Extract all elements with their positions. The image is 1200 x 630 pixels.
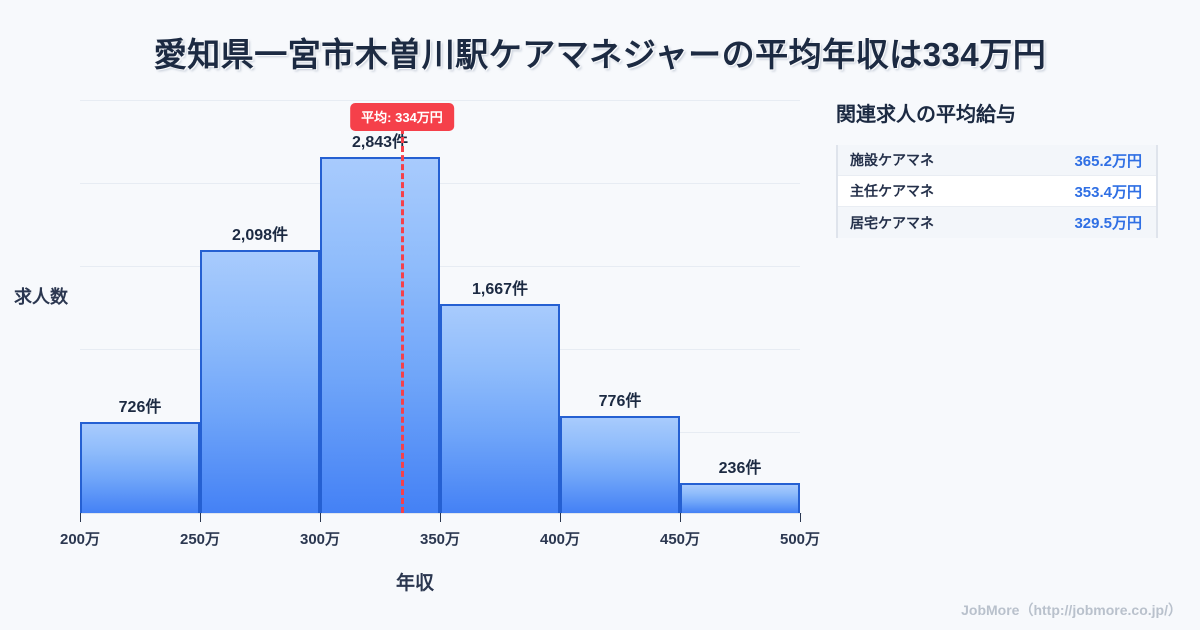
bar-value-label: 726件 — [118, 399, 162, 416]
x-axis-tick — [800, 513, 801, 522]
x-axis-tick — [560, 513, 561, 522]
row-value: 365.2万円 — [1074, 152, 1142, 170]
row-label: 居宅ケアマネ — [850, 214, 934, 231]
related-salary-panel: 関連求人の平均給与 施設ケアマネ 365.2万円 主任ケアマネ 353.4万円 … — [836, 98, 1176, 238]
row-label: 施設ケアマネ — [850, 152, 934, 168]
bar-bin-1[interactable] — [80, 422, 200, 513]
row-label: 主任ケアマネ — [850, 183, 934, 199]
x-tick-label: 300万 — [299, 531, 341, 548]
x-tick-label: 200万 — [59, 531, 101, 548]
bar-value-label: 776件 — [598, 393, 642, 410]
table-row[interactable]: 施設ケアマネ 365.2万円 — [838, 145, 1156, 176]
x-axis-tick — [200, 513, 201, 522]
bar-bin-3[interactable] — [320, 157, 440, 513]
x-axis-tick — [80, 513, 81, 522]
x-tick-label: 250万 — [179, 531, 221, 548]
bar-value-label: 236件 — [718, 460, 762, 477]
bar-bin-4[interactable] — [440, 304, 560, 513]
related-salary-title: 関連求人の平均給与 — [836, 104, 1016, 126]
x-axis-baseline — [80, 513, 802, 514]
bar-bin-5[interactable] — [560, 416, 680, 513]
x-axis-tick — [320, 513, 321, 522]
x-axis-tick — [440, 513, 441, 522]
average-badge: 平均: 334万円 — [350, 103, 454, 131]
bar-bin-2[interactable] — [200, 250, 320, 513]
row-value: 353.4万円 — [1074, 183, 1142, 201]
related-salary-table: 施設ケアマネ 365.2万円 主任ケアマネ 353.4万円 居宅ケアマネ 329… — [836, 145, 1158, 238]
x-axis-tick — [680, 513, 681, 522]
x-tick-label: 450万 — [659, 531, 701, 548]
x-tick-label: 350万 — [419, 531, 461, 548]
table-row[interactable]: 主任ケアマネ 353.4万円 — [838, 176, 1156, 207]
table-row[interactable]: 居宅ケアマネ 329.5万円 — [838, 207, 1156, 238]
footer-watermark: JobMore（http://jobmore.co.jp/） — [961, 602, 1182, 618]
x-tick-label: 500万 — [779, 531, 821, 548]
gridline — [80, 183, 800, 184]
bar-bin-6[interactable] — [680, 483, 800, 513]
histogram-chart: 求人数 726件 2,098件 2,843件 1,667件 776件 236件 … — [0, 90, 830, 594]
average-line — [401, 128, 404, 513]
row-value: 329.5万円 — [1074, 215, 1142, 232]
plot-area: 726件 2,098件 2,843件 1,667件 776件 236件 平均: … — [60, 100, 820, 548]
x-tick-label: 400万 — [539, 531, 581, 548]
bar-value-label: 2,098件 — [231, 227, 289, 244]
bar-value-label: 1,667件 — [471, 281, 529, 298]
bar-value-label: 2,843件 — [351, 134, 409, 151]
page-title: 愛知県一宮市木曽川駅ケアマネジャーの平均年収は334万円 — [153, 36, 1047, 73]
gridline — [80, 100, 800, 101]
x-axis-title: 年収 — [395, 573, 434, 594]
gridline — [80, 266, 800, 267]
y-axis-title: 求人数 — [14, 287, 68, 307]
